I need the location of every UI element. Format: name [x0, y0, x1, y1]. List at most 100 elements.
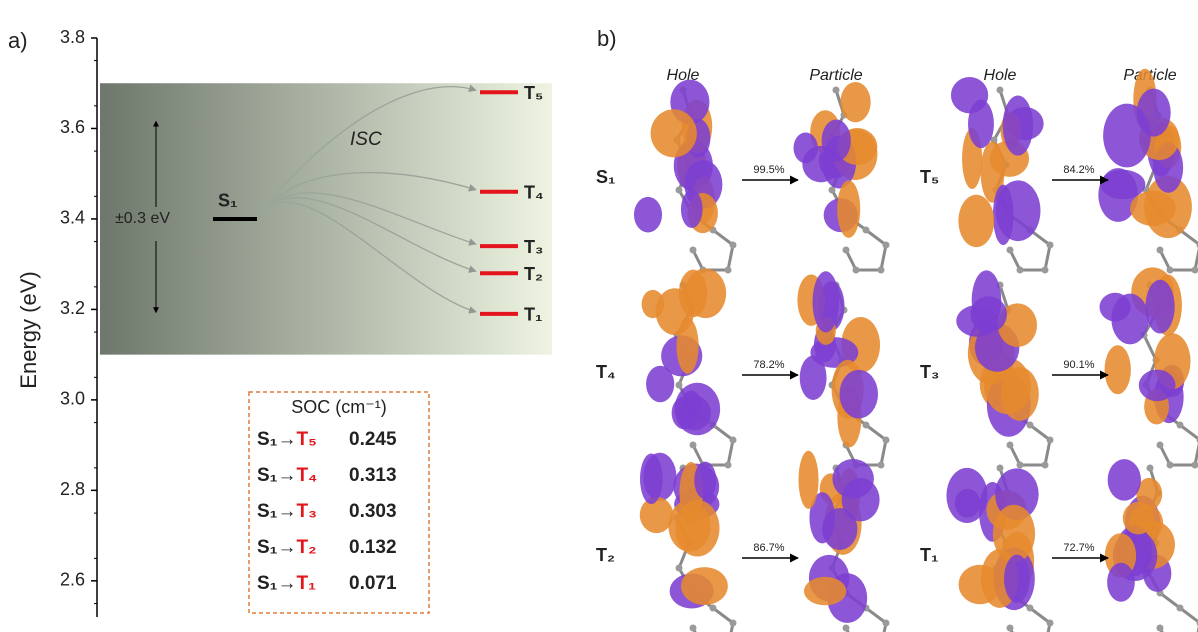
- orbital-lobe: [640, 453, 663, 504]
- bond: [1180, 230, 1198, 245]
- orbital-lobe: [1107, 563, 1135, 602]
- atom: [1177, 422, 1184, 429]
- column-header: Particle: [809, 67, 862, 84]
- atom: [997, 465, 1004, 472]
- soc-value: 0.071: [349, 573, 397, 594]
- atom: [730, 620, 737, 627]
- window-label: ±0.3 eV: [115, 210, 170, 227]
- atom: [1192, 462, 1198, 469]
- orbital-lobe: [1130, 191, 1176, 226]
- orbital-lobe: [677, 318, 699, 374]
- atom: [829, 187, 836, 194]
- y-tick-label: 3.0: [60, 389, 85, 409]
- soc-to: T₂: [297, 537, 317, 558]
- orbital-plot: [956, 270, 1053, 468]
- atom: [833, 87, 840, 94]
- orbital-plot: [946, 465, 1053, 632]
- state-label: T₅: [920, 167, 939, 187]
- atom: [1027, 605, 1034, 612]
- bond: [728, 245, 733, 270]
- orbital-lobe: [813, 271, 840, 332]
- transition-percent: 84.2%: [1063, 164, 1094, 176]
- bond: [728, 440, 733, 465]
- level-label: T₄: [524, 183, 544, 203]
- orbital-lobe: [840, 82, 870, 122]
- level-label: T₃: [524, 237, 543, 257]
- panel-label: b): [597, 26, 617, 51]
- orbital-lobe: [634, 197, 662, 233]
- soc-from: S₁→: [257, 465, 297, 486]
- atom: [1157, 247, 1164, 254]
- orbital-lobe: [672, 397, 697, 430]
- orbital-lobe: [1001, 367, 1039, 421]
- atom: [1042, 462, 1049, 469]
- y-tick-label: 3.6: [60, 117, 85, 137]
- soc-from: S₁→: [257, 537, 297, 558]
- soc-to: T₁: [297, 573, 317, 594]
- atom: [676, 565, 683, 572]
- transition-percent: 99.5%: [753, 164, 784, 176]
- atom: [997, 87, 1004, 94]
- y-tick-label: 3.4: [60, 208, 85, 228]
- y-tick-label: 3.2: [60, 298, 85, 318]
- atom: [863, 227, 870, 234]
- bond: [1180, 608, 1198, 623]
- atom: [1167, 462, 1174, 469]
- orbital-plot: [1105, 459, 1198, 632]
- atom: [1017, 462, 1024, 469]
- level-label: T₅: [524, 83, 543, 103]
- bond: [713, 425, 733, 440]
- orbital-lobe: [794, 132, 818, 163]
- orbital-lobe: [646, 366, 674, 402]
- atom: [883, 242, 890, 249]
- orbital-lobe: [651, 109, 697, 157]
- orbital-plot: [794, 82, 890, 274]
- state-label: T₂: [596, 545, 615, 565]
- atom: [730, 437, 737, 444]
- bond: [713, 608, 733, 623]
- panel-label: a): [8, 28, 28, 53]
- state-label: T₃: [920, 362, 939, 382]
- soc-transition: S₁→T₄: [257, 465, 317, 486]
- atom: [1177, 605, 1184, 612]
- orbital-lobe: [1123, 502, 1154, 535]
- atom: [843, 625, 850, 632]
- soc-from: S₁→: [257, 429, 297, 450]
- orbital-lobe: [837, 180, 860, 237]
- orbital-lobe: [955, 489, 980, 518]
- atom: [853, 267, 860, 274]
- orbital-plot: [1098, 69, 1198, 274]
- state-label: T₄: [596, 362, 616, 382]
- atom: [690, 625, 697, 632]
- soc-to: T₄: [297, 465, 318, 486]
- soc-transition: S₁→T₃: [257, 501, 317, 522]
- level-label: T₂: [524, 264, 543, 284]
- orbital-plot: [640, 453, 737, 632]
- orbital-lobe: [993, 185, 1014, 245]
- atom: [883, 437, 890, 444]
- orbital-lobe: [1105, 345, 1131, 394]
- orbital-lobe: [685, 268, 726, 318]
- isc-label: ISC: [350, 129, 382, 150]
- bond: [881, 440, 886, 465]
- atom: [710, 605, 717, 612]
- orbital-lobe: [958, 195, 994, 247]
- orbital-lobe: [640, 497, 673, 533]
- orbital-plot: [1100, 267, 1198, 468]
- soc-to: T₅: [297, 429, 317, 450]
- orbital-lobe: [1100, 170, 1145, 199]
- bond: [866, 425, 886, 440]
- atom: [1147, 465, 1154, 472]
- atom: [690, 247, 697, 254]
- atom: [1007, 625, 1014, 632]
- atom: [1007, 247, 1014, 254]
- atom: [1047, 242, 1054, 249]
- soc-from: S₁→: [257, 573, 297, 594]
- transition-percent: 72.7%: [1063, 542, 1094, 554]
- atom: [1192, 267, 1198, 274]
- state-label: T₁: [920, 545, 938, 565]
- level-label: T₁: [524, 305, 542, 325]
- y-tick-label: 2.8: [60, 479, 85, 499]
- orbital-lobe: [842, 478, 880, 521]
- figure: a) Energy (eV) b) 2.62.83.03.23.43.63.8±…: [0, 0, 1198, 632]
